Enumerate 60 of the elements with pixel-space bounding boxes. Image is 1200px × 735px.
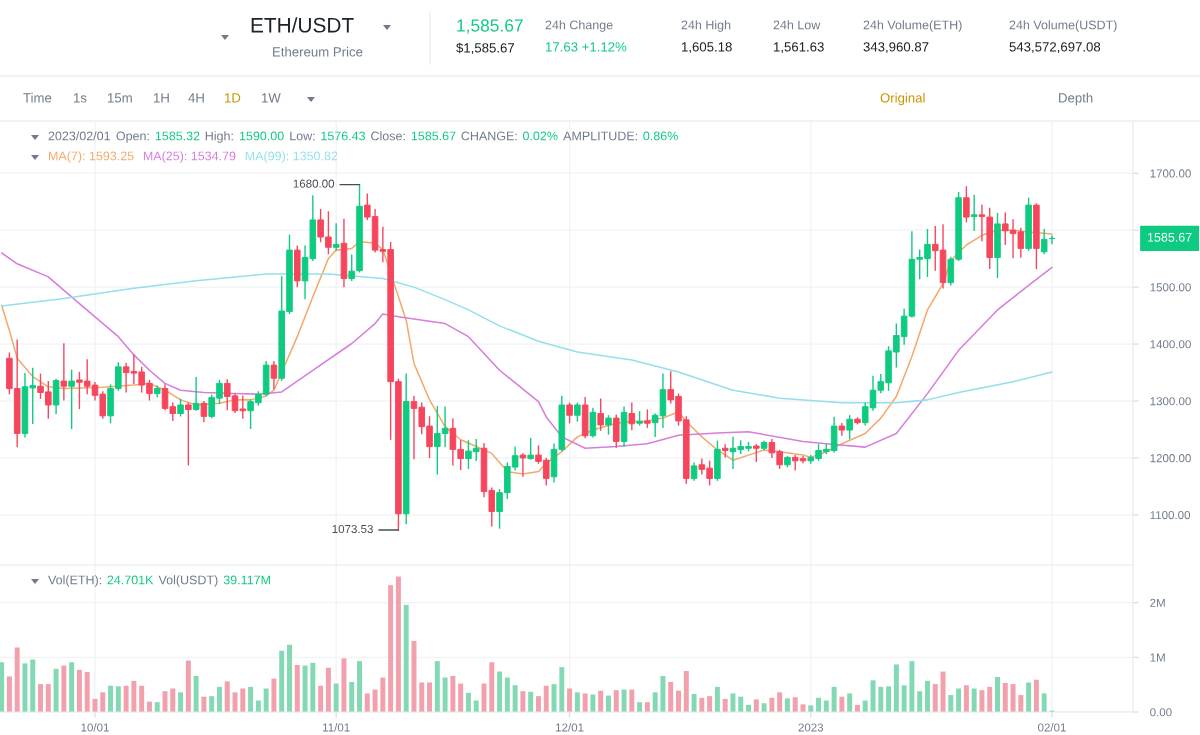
text: 15m: [108, 93, 132, 103]
y-tick-label: 2M: [1150, 598, 1165, 607]
text: 1H: [154, 93, 169, 103]
text: 543,572,697.08: [1009, 42, 1101, 54]
annotation: 1576.43: [321, 131, 366, 141]
text: MA(25): 1534.79: [143, 151, 236, 163]
text: MA(7): 1593.25: [49, 151, 134, 163]
annotation: Vol(ETH):: [48, 575, 102, 587]
text: 1s: [74, 93, 87, 103]
text: Depth: [1059, 92, 1093, 106]
annotation: 2023/02/01: [48, 131, 110, 141]
annotation: Open:: [116, 131, 149, 143]
y-tick-label: 1400.00: [1150, 340, 1191, 349]
annotation: 1585.67: [411, 131, 456, 141]
text: MA(99): 1350.82: [245, 151, 338, 163]
chart-subtitle: Ethereum Price: [273, 46, 363, 57]
x-tick-label: 02/01: [1037, 723, 1066, 732]
annotation: 39.117M: [223, 575, 270, 585]
text: 1,605.18: [682, 42, 732, 54]
annotation: 1585.32: [155, 131, 200, 141]
x-tick-label: 10/01: [81, 723, 109, 732]
annotation: Low:: [290, 131, 315, 141]
annotation: 0.86%: [643, 131, 678, 141]
annotation: High:: [205, 131, 233, 143]
text: 24h Volume(ETH): [863, 20, 962, 32]
text: 4H: [188, 93, 204, 103]
y-tick-label: 1M: [1150, 653, 1165, 662]
text: Time: [23, 92, 52, 103]
y-tick-label: 1200.00: [1150, 454, 1191, 463]
annotation: CHANGE:: [461, 131, 517, 141]
annotation: 1680.00: [293, 179, 335, 188]
y-tick-label: 1100.00: [1150, 511, 1191, 520]
annotation: AMPLITUDE:: [563, 131, 637, 141]
text: 1,561.63: [774, 42, 824, 54]
x-tick-label: 11/01: [323, 723, 350, 732]
annotation: 1073.53: [332, 524, 373, 534]
x-tick-label: 12/01: [556, 723, 584, 732]
text: 1W: [262, 93, 281, 103]
x-tick-label: 2023: [798, 723, 824, 732]
chart-title: ETH/USDT: [251, 17, 354, 33]
text: 17.63 +1.12%: [546, 42, 627, 52]
annotation: Close:: [371, 131, 405, 141]
text: 1585.67: [1147, 232, 1192, 242]
text: 1,585.67: [457, 19, 523, 34]
text: 24h Volume(USDT): [1009, 20, 1117, 32]
text: 1D: [225, 93, 241, 103]
annotation: 1590.00: [239, 131, 284, 141]
text: $1,585.67: [456, 42, 515, 55]
annotation: 0.02%: [522, 131, 558, 141]
y-tick-label: 1300.00: [1150, 397, 1191, 406]
y-tick-label: 0.00: [1150, 708, 1172, 717]
annotation: 24.701K: [107, 575, 154, 585]
annotation: Vol(USDT): [158, 575, 218, 587]
text: 24h Change: [545, 20, 613, 32]
y-tick-label: 1700.00: [1150, 169, 1191, 178]
text: Original: [880, 92, 925, 106]
text: 24h High: [681, 20, 731, 32]
text: 24h Low: [773, 20, 821, 30]
text: 343,960.87: [863, 42, 929, 54]
y-tick-label: 1500.00: [1150, 283, 1191, 292]
